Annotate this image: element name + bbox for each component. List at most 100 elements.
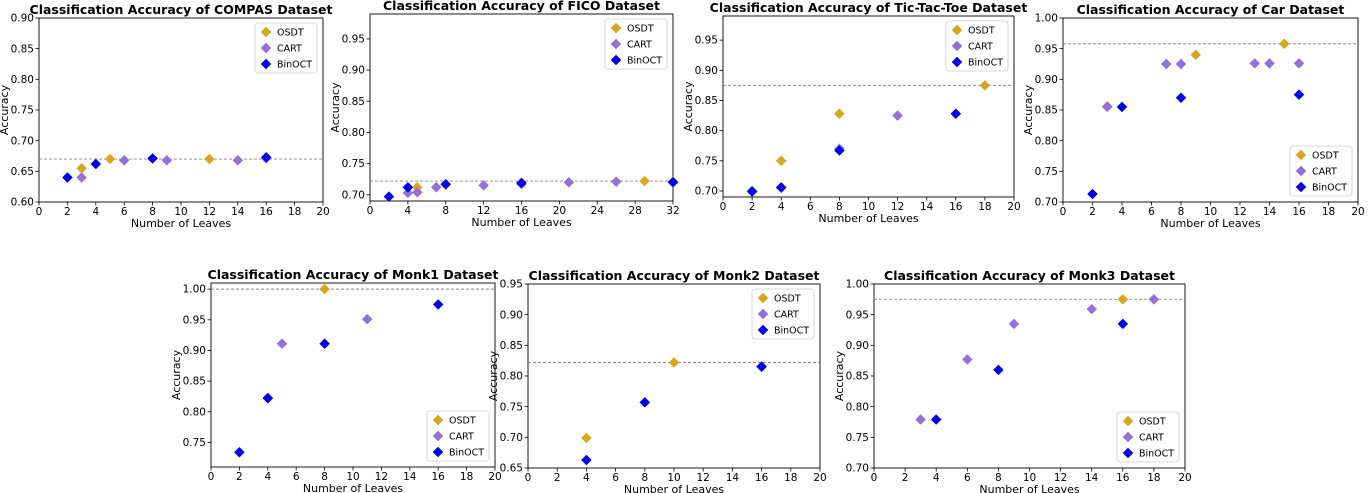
legend-box [1116,411,1180,463]
legend-marker-osdt [951,24,963,36]
y-tick-label: 0.95 [1035,43,1058,55]
data-point-binoct [834,145,845,156]
x-tick-label: 10 [1023,472,1036,484]
legend-label: OSDT [774,294,801,305]
legend-marker-cart [1122,431,1134,443]
x-tick-label: 10 [862,201,875,213]
y-tick-label: 0.80 [1035,135,1058,147]
y-tick-label: 0.75 [500,401,523,413]
y-tick-label: 1.00 [846,279,869,291]
x-tick-label: 2 [554,472,561,484]
legend-label: BinOCT [1312,183,1347,194]
y-tick-label: 0.70 [342,189,365,201]
x-tick-label: 18 [288,206,301,218]
data-point-binoct [746,186,758,197]
x-tick-label: 0 [208,471,215,483]
x-tick-label: 6 [612,472,619,484]
legend-marker-cart [260,42,272,54]
data-point-binoct [90,158,102,170]
y-tick-label: 0.80 [183,406,206,418]
data-point-cart [232,154,244,166]
x-tick-label: 16 [949,201,963,213]
x-tick-label: 0 [36,206,43,218]
data-point-osdt [76,162,87,174]
legend-label: CART [627,40,652,51]
data-point-osdt [319,283,330,295]
y-tick-label: 0.80 [846,401,869,413]
y-tick-label: 1.00 [183,284,206,296]
x-tick-label: 20 [813,472,826,484]
y-tick-label: 0.85 [342,96,365,108]
x-tick-label: 20 [553,205,566,217]
y-tick-label: 0.95 [183,314,206,326]
x-axis-label: Number of Leaves [1160,217,1261,230]
legend-label: BinOCT [627,56,662,67]
legend-marker-binoct [951,56,963,68]
data-point-osdt [979,80,991,91]
x-tick-label: 0 [1060,206,1067,218]
legend-box [254,22,318,74]
chart-title: Classification Accuracy of Tic-Tac-Toe D… [710,0,1028,15]
data-point-cart [161,154,173,166]
y-tick-label: 0.95 [500,279,523,291]
data-point-osdt [204,153,215,165]
data-point-osdt [834,108,845,120]
x-tick-label: 20 [1178,472,1191,484]
x-tick-label: 8 [321,471,328,483]
x-tick-label: 12 [1054,472,1067,484]
data-point-cart [76,172,87,183]
x-tick-label: 24 [591,205,605,217]
data-point-binoct [930,414,942,425]
chart-title: Classification Accuracy of Monk1 Dataset [208,267,499,282]
data-point-binoct [262,392,274,404]
legend-marker-binoct [1122,447,1134,459]
x-tick-label: 32 [666,205,679,217]
x-tick-label: 12 [697,472,710,484]
legend-label: OSDT [449,416,476,427]
legend-marker-cart [757,308,769,320]
x-tick-label: 14 [231,206,245,218]
y-axis-label: Accuracy [487,350,500,401]
x-tick-label: 8 [442,205,449,217]
chart-3: Classification Accuracy of Tic-Tac-Toe D… [682,0,1027,225]
x-tick-label: 12 [477,205,490,217]
data-point-binoct [402,181,414,193]
x-tick-label: 10 [174,206,187,218]
y-tick-label: 0.75 [183,437,206,449]
legend-label: OSDT [277,28,304,39]
x-tick-label: 4 [92,206,99,218]
data-point-binoct [260,151,272,163]
legend-box [751,288,815,340]
data-point-cart [1086,303,1098,315]
x-tick-label: 12 [1233,206,1246,218]
y-tick-label: 0.90 [1035,74,1058,86]
legend-label: CART [1312,167,1337,178]
x-tick-label: 2 [902,472,909,484]
y-tick-label: 0.70 [846,463,869,475]
legend: OSDT CART BinOCT [751,288,815,340]
x-tick-label: 14 [920,201,934,213]
x-tick-label: 10 [1204,206,1217,218]
data-point-cart [430,181,442,193]
x-tick-label: 12 [203,206,216,218]
x-tick-label: 8 [995,472,1002,484]
x-tick-label: 18 [1147,472,1160,484]
y-tick-label: 0.95 [342,34,365,46]
x-tick-label: 18 [1322,206,1335,218]
x-tick-label: 10 [346,471,359,483]
x-axis-label: Number of Leaves [471,216,572,229]
x-tick-label: 0 [720,201,727,213]
legend-box [426,410,490,462]
y-tick-label: 0.85 [695,95,718,107]
x-tick-label: 8 [836,201,843,213]
legend-label: BinOCT [449,448,484,459]
legend-label: CART [277,44,302,55]
x-tick-label: 12 [375,471,388,483]
data-point-osdt [1117,293,1129,305]
y-tick-label: 0.70 [11,135,34,147]
data-point-binoct [383,191,395,202]
data-point-cart [118,154,130,166]
y-tick-label: 0.65 [500,463,523,475]
data-point-binoct [432,299,444,310]
